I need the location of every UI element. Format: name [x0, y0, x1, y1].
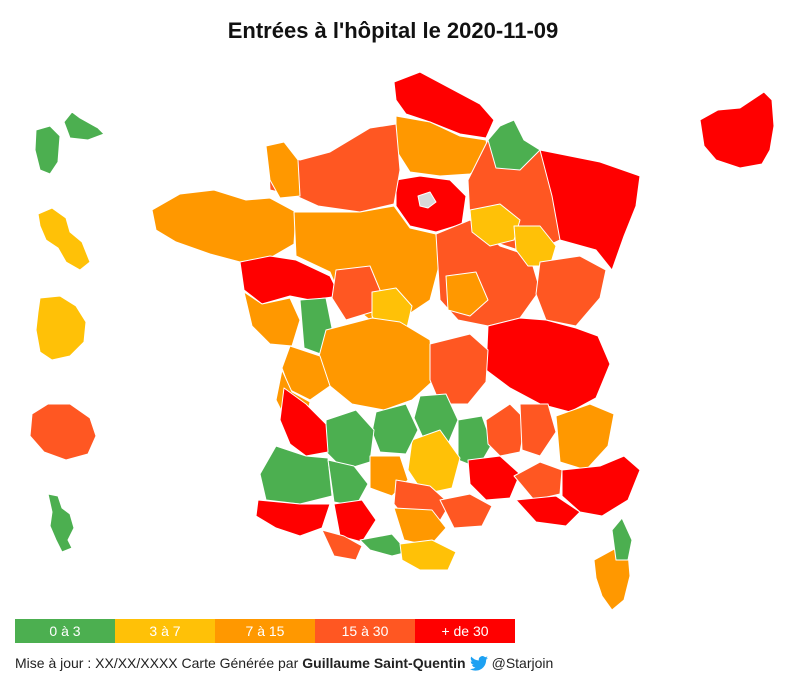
region-grand-est[interactable] — [539, 149, 641, 271]
region-gironde[interactable] — [279, 387, 329, 457]
map-title: Entrées à l'hôpital le 2020-11-09 — [227, 18, 559, 43]
region-herault[interactable] — [439, 493, 493, 529]
region-la-reunion[interactable] — [29, 403, 97, 461]
legend: 0 à 3 3 à 7 7 à 15 15 à 30 + de 30 — [15, 619, 515, 643]
region-bouches-du-rhone[interactable] — [515, 495, 581, 527]
region-moselle-inset[interactable] — [699, 91, 775, 169]
region-haute-corse[interactable] — [611, 517, 633, 561]
region-yonne[interactable] — [469, 203, 521, 247]
region-tarn[interactable] — [393, 507, 447, 547]
region-pyrenees-atlantiques[interactable] — [255, 499, 331, 537]
region-ariege[interactable] — [359, 533, 409, 557]
region-isere-savoie[interactable] — [555, 403, 615, 471]
region-vaucluse[interactable] — [513, 461, 563, 501]
france-map — [29, 71, 775, 611]
region-var-alpes-maritimes[interactable] — [561, 455, 641, 517]
region-paris[interactable] — [417, 191, 437, 209]
region-bretagne[interactable] — [151, 189, 297, 263]
footer-handle[interactable]: @Starjoin — [491, 655, 554, 671]
legend-item-30-plus: + de 30 — [415, 619, 515, 643]
region-loire-atlantique-south[interactable] — [243, 291, 301, 347]
region-franche-comte[interactable] — [535, 255, 607, 327]
legend-item-15-30: 15 à 30 — [315, 619, 415, 643]
footer-author[interactable]: Guillaume Saint-Quentin — [302, 655, 466, 671]
legend-item-0-3: 0 à 3 — [15, 619, 115, 643]
region-gard[interactable] — [467, 455, 521, 501]
region-gers[interactable] — [333, 499, 377, 543]
region-centre[interactable] — [293, 205, 441, 321]
region-rhone-alpes[interactable] — [485, 317, 611, 413]
region-martinique[interactable] — [37, 207, 91, 271]
legend-item-3-7: 3 à 7 — [115, 619, 215, 643]
region-guadeloupe[interactable] — [34, 111, 105, 175]
region-nord[interactable] — [393, 71, 495, 139]
region-aude[interactable] — [399, 539, 457, 571]
region-guyane[interactable] — [35, 295, 87, 361]
footer-prefix: Mise à jour : XX/XX/XXXX Carte Générée p… — [15, 655, 299, 671]
region-vienne[interactable] — [281, 345, 331, 401]
region-haute-garonne[interactable] — [321, 529, 363, 561]
region-haute-loire[interactable] — [457, 415, 493, 469]
region-ardeche[interactable] — [485, 403, 527, 457]
legend-item-7-15: 7 à 15 — [215, 619, 315, 643]
region-cantal[interactable] — [407, 429, 461, 495]
region-auvergne[interactable] — [429, 333, 489, 405]
region-manche[interactable] — [265, 141, 301, 199]
region-limousin[interactable] — [317, 317, 435, 411]
region-ardennes[interactable] — [487, 119, 541, 171]
region-lot-et-garonne[interactable] — [327, 459, 369, 507]
region-drome[interactable] — [519, 403, 557, 457]
footer: Mise à jour : XX/XX/XXXX Carte Générée p… — [15, 655, 553, 671]
twitter-bird-icon[interactable] — [469, 655, 488, 671]
region-nievre[interactable] — [445, 271, 489, 317]
region-landes[interactable] — [259, 445, 333, 505]
region-mayotte[interactable] — [47, 493, 75, 553]
